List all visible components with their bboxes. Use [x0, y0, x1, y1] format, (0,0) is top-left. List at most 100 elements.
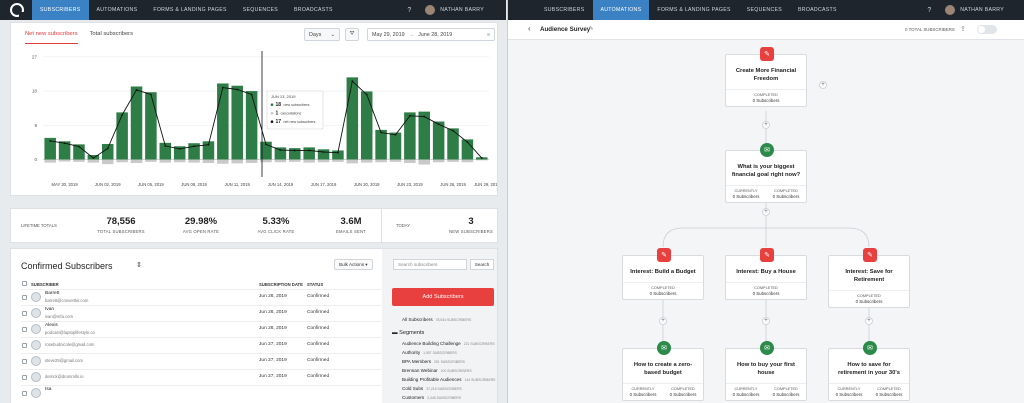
subscriber-email[interactable]: ivan@mfa.com	[45, 314, 73, 319]
back-chevron-icon[interactable]: ‹	[528, 24, 531, 33]
col-subscription-date[interactable]: Subscription date	[259, 282, 303, 287]
search-input[interactable]: Search subscribers	[393, 259, 467, 270]
col-subscriber[interactable]: Subscriber	[31, 282, 59, 287]
subscriber-email[interactable]: barrett@convertkit.com	[45, 298, 89, 303]
nav-forms[interactable]: Forms & Landing Pages	[153, 7, 227, 13]
convertkit-logo-icon[interactable]	[10, 3, 24, 17]
select-all-checkbox[interactable]	[22, 281, 27, 286]
help-icon[interactable]: ?	[407, 6, 412, 14]
nav-broadcasts[interactable]: Broadcasts	[798, 7, 837, 13]
email-node[interactable]: ✉ How to buy your first house Currently 0 S…	[725, 341, 807, 401]
add-branch-plus-icon[interactable]: +	[819, 81, 827, 89]
table-row[interactable]: derrick@drumrolls.io Jun 27, 2019 Confirme…	[21, 369, 381, 384]
segment-item[interactable]: Audience Building Challenge 221 subscribe…	[402, 341, 495, 346]
sort-toggle-icon[interactable]: ⇕	[136, 262, 142, 269]
y-tick-label: 0	[34, 157, 37, 162]
nav-subscribers[interactable]: Subscribers	[544, 7, 585, 13]
add-subscribers-button[interactable]: Add Subscribers	[392, 288, 494, 306]
period-select[interactable]: Days ⌄	[304, 28, 340, 41]
subscriber-email[interactable]: steve25@gmail.com	[45, 358, 83, 363]
email-node[interactable]: ✉ How to save for retirement in your 30's…	[828, 341, 910, 401]
segment-item[interactable]: Building Profitable Audiences 144 subscri…	[402, 377, 496, 382]
segment-item[interactable]: Customers 2,446 subscribers	[402, 395, 461, 400]
segment-item[interactable]: BPA Members 291 subscribers	[402, 359, 465, 364]
avatar	[31, 308, 41, 318]
table-row[interactable]: steve25@gmail.com Jun 27, 2019 Confirmed	[21, 353, 381, 368]
table-row[interactable]: Alexis podcast@laptoplifestyle.co Jun 28, …	[21, 321, 381, 336]
trigger-node[interactable]: ✎ Interest: Build a Budget Completed 0 Subs…	[622, 248, 704, 300]
date-range-picker[interactable]: May 29, 2019 → June 28, 2019 ≡	[367, 28, 495, 41]
all-subscribers-link[interactable]: All Subscribers 78,534 subscribers	[402, 317, 472, 322]
trigger-node[interactable]: ✎ Create More Financial Freedom Completed 0…	[725, 47, 807, 107]
tag-icon: ✎	[657, 248, 671, 262]
add-step-plus-icon[interactable]: +	[762, 121, 770, 129]
x-tick-label: JUN 17, 2019	[311, 182, 337, 187]
node-stat: Completed 0 Subscribers	[875, 387, 903, 397]
date-from: May 29, 2019	[372, 31, 405, 38]
nav-broadcasts[interactable]: Broadcasts	[294, 7, 333, 13]
edit-pencil-icon[interactable]: ✎	[589, 26, 594, 32]
email-icon: ✉	[760, 341, 774, 355]
node-title: How to save for retirement in your 30's	[838, 362, 900, 376]
col-status[interactable]: Status	[307, 282, 324, 287]
subscriber-name[interactable]: Barrett	[45, 291, 60, 296]
trigger-node[interactable]: ✎ Interest: Buy a House Completed 0 Subscri…	[725, 248, 807, 300]
bulk-actions-button[interactable]: Bulk Actions ▾	[334, 259, 373, 270]
row-checkbox[interactable]	[22, 311, 27, 316]
nav-forms[interactable]: Forms & Landing Pages	[657, 7, 731, 13]
row-checkbox[interactable]	[22, 391, 27, 396]
user-avatar[interactable]	[425, 5, 436, 15]
tab-net-new-subscribers[interactable]: Net new subscribers	[25, 29, 78, 44]
subscriber-name[interactable]: Alexis	[45, 323, 58, 328]
nav-subscribers[interactable]: Subscribers	[32, 0, 89, 20]
trigger-node[interactable]: ✎ Interest: Save for Retirement Completed 0…	[828, 248, 910, 308]
tab-total-subscribers[interactable]: Total subscribers	[89, 31, 134, 37]
table-row[interactable]: Barrett barrett@convertkit.com Jun 28, 201…	[21, 289, 381, 304]
nav-automations[interactable]: Automations	[96, 7, 138, 13]
nav-sequences[interactable]: Sequences	[242, 7, 279, 13]
automation-name[interactable]: Audience Survey	[540, 26, 591, 33]
subscriber-email[interactable]: rosebudnicole@gmail.com	[45, 342, 95, 347]
email-node[interactable]: ✉ What is your biggest financial goal rig…	[725, 143, 807, 203]
search-button[interactable]: Search	[470, 259, 494, 270]
row-checkbox[interactable]	[22, 343, 27, 348]
help-icon[interactable]: ?	[927, 6, 932, 14]
nav-sequences[interactable]: Sequences	[746, 7, 783, 13]
segment-item[interactable]: Authority 1,957 subscribers	[402, 350, 457, 355]
bar-new-subscribers	[432, 121, 445, 160]
bar-new-subscribers	[461, 139, 474, 160]
add-step-plus-icon[interactable]: +	[659, 317, 667, 325]
menu-icon[interactable]: ≡	[486, 31, 490, 38]
share-icon[interactable]: ⇪	[960, 26, 966, 33]
row-checkbox[interactable]	[22, 295, 27, 300]
table-row[interactable]: rosebudnicole@gmail.com Jun 27, 2019 Confi…	[21, 337, 381, 352]
page-title[interactable]: Confirmed Subscribers	[21, 261, 113, 271]
subscriber-email[interactable]: derrick@drumrolls.io	[45, 374, 84, 379]
user-avatar[interactable]	[945, 5, 956, 15]
automation-active-toggle[interactable]	[977, 25, 997, 34]
segment-item[interactable]: Brennan Webinar 100 subscribers	[402, 368, 472, 373]
row-checkbox[interactable]	[22, 327, 27, 332]
top-nav: Subscribers Automations Forms & Landing …	[508, 0, 1024, 20]
stat-avg-click-rate: 5.33% Avg click rate	[257, 216, 295, 234]
add-step-plus-icon[interactable]: +	[865, 317, 873, 325]
filter-icon[interactable]: ⛛	[345, 28, 359, 41]
row-checkbox[interactable]	[22, 359, 27, 364]
email-node[interactable]: ✉ How to create a zero-based budget Curren…	[622, 341, 704, 401]
subscriber-name[interactable]: Ivan	[45, 307, 55, 312]
subscriber-name[interactable]: Isa	[45, 387, 52, 392]
table-row[interactable]: Ivan ivan@mfa.com Jun 28, 2019 Confirmed	[21, 305, 381, 320]
nav-automations[interactable]: Automations	[592, 0, 650, 20]
segment-item[interactable]: Cold Subs 37,216 subscribers	[402, 386, 462, 391]
user-menu[interactable]: Nathan Barry	[960, 7, 1004, 13]
bar-cancellations	[58, 159, 71, 162]
net-new-subscribers-chart[interactable]: 27 18 9 0 MAY 30, 2019 JUN 02, 2019 JUN 05, 20…	[11, 47, 497, 197]
add-step-plus-icon[interactable]: +	[762, 208, 770, 216]
user-menu[interactable]: Nathan Barry	[440, 7, 484, 13]
subscriber-status: Confirmed	[307, 310, 330, 315]
row-checkbox[interactable]	[22, 375, 27, 380]
table-row[interactable]: Isa	[21, 385, 381, 400]
add-step-plus-icon[interactable]: +	[762, 317, 770, 325]
tooltip-legend-dot	[270, 111, 274, 115]
subscriber-email[interactable]: podcast@laptoplifestyle.co	[45, 330, 95, 335]
